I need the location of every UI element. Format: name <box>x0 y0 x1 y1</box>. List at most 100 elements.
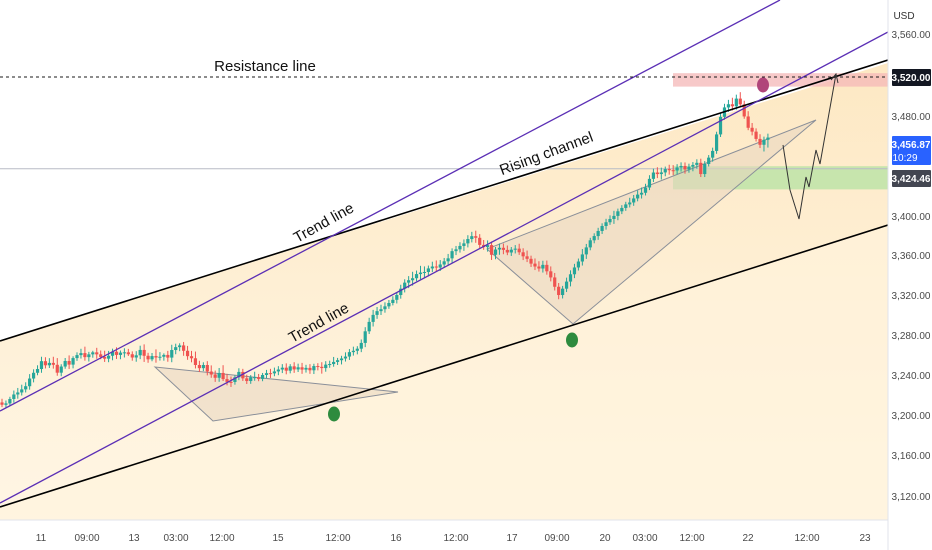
candle-body <box>446 258 450 262</box>
wedge-pattern <box>486 119 817 325</box>
candle-body <box>280 367 284 370</box>
candle-body <box>675 167 679 171</box>
candle-body <box>576 261 581 268</box>
candle-body <box>114 351 119 355</box>
candle-body <box>371 314 375 322</box>
candle-body <box>122 352 126 354</box>
candle-body <box>726 104 731 108</box>
candle-body <box>4 403 8 405</box>
candle-body <box>568 274 573 282</box>
candle-body <box>71 358 75 365</box>
candle-body <box>134 355 138 358</box>
candle-body <box>525 256 529 259</box>
candle-body <box>529 258 533 264</box>
candle-body <box>241 371 245 379</box>
candle-body <box>347 352 352 357</box>
candle-body <box>174 347 178 351</box>
lower-fill <box>0 225 888 520</box>
candle-body <box>8 398 12 404</box>
candle-body <box>572 267 577 275</box>
candle-body <box>320 366 324 369</box>
candle-body <box>12 394 16 399</box>
candle-body <box>87 354 91 358</box>
candle-body <box>316 366 320 368</box>
candle-body <box>142 349 146 356</box>
trend-line-lower <box>0 31 888 504</box>
candle-body <box>636 194 640 199</box>
candle-body <box>632 198 636 203</box>
candle-body <box>564 281 569 289</box>
candle-body <box>683 165 687 170</box>
candle-body <box>750 127 754 132</box>
candle-body <box>63 360 67 367</box>
candle-body <box>110 351 115 356</box>
candle-body <box>711 150 715 158</box>
candle-body <box>106 355 111 359</box>
candle-body <box>561 288 565 296</box>
candle-body <box>430 266 434 269</box>
candle-body <box>260 374 265 379</box>
candle-body <box>533 263 537 267</box>
candle-body <box>185 350 190 357</box>
projection-arrow-icon <box>830 72 839 84</box>
candle-body <box>264 373 269 375</box>
candle-body <box>51 362 55 365</box>
candle-body <box>182 345 186 351</box>
candle-body <box>146 355 150 360</box>
channel-upper-line <box>0 59 888 342</box>
candle-body <box>734 98 738 107</box>
candle-body <box>103 356 107 359</box>
candle-body <box>426 268 430 272</box>
candle-body <box>501 247 505 250</box>
touch-marker-bottom <box>328 406 340 422</box>
candle-body <box>43 361 48 366</box>
candle-body <box>95 352 99 355</box>
candle-body <box>343 356 348 359</box>
candle-body <box>497 247 502 250</box>
candle-body <box>620 207 624 212</box>
candle-body <box>75 355 79 359</box>
candle-body <box>237 371 241 378</box>
channel-lower-line <box>0 224 888 508</box>
candle-body <box>213 374 217 378</box>
candle-body <box>608 218 612 223</box>
candle-body <box>324 364 328 369</box>
candle-body <box>395 295 399 300</box>
candle-body <box>517 248 521 253</box>
candle-body <box>643 187 648 193</box>
candle-body <box>138 349 142 356</box>
candle-body <box>118 352 123 355</box>
candle-body <box>221 372 225 380</box>
candle-body <box>588 240 592 248</box>
candle-body <box>355 348 359 351</box>
candle-body <box>233 377 237 382</box>
candle-body <box>359 342 363 349</box>
candle-body <box>292 366 296 370</box>
candle-body <box>170 350 174 358</box>
candle-body <box>707 157 711 164</box>
candle-body <box>257 377 261 379</box>
candle-body <box>268 373 273 375</box>
candle-body <box>276 369 280 372</box>
candle-body <box>387 302 391 307</box>
candle-body <box>47 362 51 366</box>
candle-body <box>379 309 383 312</box>
candle-body <box>442 261 446 265</box>
candle-body <box>450 251 454 259</box>
candle-body <box>162 354 166 357</box>
candle-body <box>742 104 746 117</box>
candle-body <box>659 172 663 175</box>
candle-body <box>55 364 59 373</box>
candle-body <box>545 264 549 272</box>
candle-body <box>245 378 249 382</box>
candle-body <box>738 98 742 105</box>
candle-body <box>718 116 723 135</box>
candle-body <box>466 239 470 244</box>
candle-body <box>253 377 257 379</box>
candle-body <box>410 278 415 281</box>
candle-body <box>0 402 4 405</box>
candle-body <box>418 272 423 275</box>
candle-body <box>474 236 478 238</box>
